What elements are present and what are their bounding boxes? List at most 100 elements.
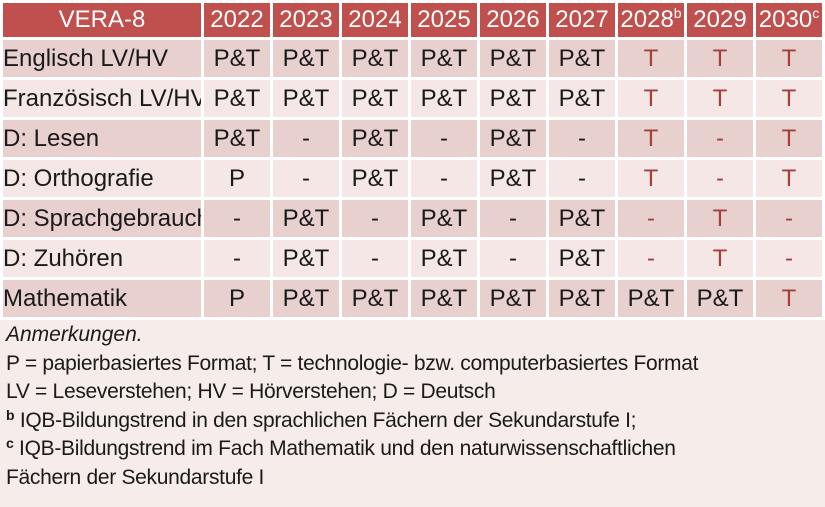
table-row: Englisch LV/HV P&T P&T P&T P&T P&T P&T T T T — [3, 40, 822, 77]
year-header-2027: 2027 — [549, 3, 615, 37]
table-row: D: Orthografie P - P&T - P&T - T - T — [3, 160, 822, 197]
year-header-2023: 2023 — [273, 3, 339, 37]
value-cell: - — [687, 120, 753, 157]
year-footnote-marker: b — [673, 5, 682, 21]
footnote-b-marker: b — [6, 406, 15, 423]
footnote-c: c IQB-Bildungstrend im Fach Mathematik u… — [6, 435, 817, 492]
value-cell: P&T — [273, 280, 339, 317]
value-cell: P&T — [480, 40, 546, 77]
value-cell: T — [687, 80, 753, 117]
row-label: D: Zuhören — [3, 240, 201, 277]
value-cell: - — [273, 160, 339, 197]
value-cell: P&T — [480, 160, 546, 197]
value-cell: T — [618, 80, 684, 117]
value-cell: T — [618, 160, 684, 197]
value-cell: P&T — [549, 280, 615, 317]
value-cell: P&T — [411, 40, 477, 77]
value-cell: P&T — [273, 80, 339, 117]
year-label: 2027 — [555, 6, 609, 33]
value-cell: - — [204, 200, 270, 237]
value-cell: P&T — [549, 40, 615, 77]
value-cell: - — [549, 120, 615, 157]
year-label: 2030 — [758, 6, 813, 33]
value-cell: T — [687, 40, 753, 77]
value-cell: - — [756, 240, 822, 277]
value-cell: - — [411, 120, 477, 157]
notes-heading: Anmerkungen. — [6, 323, 143, 346]
value-cell: P&T — [411, 240, 477, 277]
value-cell: P&T — [411, 200, 477, 237]
table-row: D: Zuhören - P&T - P&T - P&T - T - — [3, 240, 822, 277]
value-cell: - — [756, 200, 822, 237]
value-cell: T — [756, 160, 822, 197]
value-cell: P&T — [411, 280, 477, 317]
row-label: D: Orthografie — [3, 160, 201, 197]
table-row: Mathematik P P&T P&T P&T P&T P&T P&T P&T T — [3, 280, 822, 317]
value-cell: P&T — [480, 120, 546, 157]
table-header-row: VERA-8 2022 2023 2024 2025 2026 2027 2028b 2029… — [3, 3, 822, 37]
row-label: Mathematik — [3, 280, 201, 317]
value-cell: T — [618, 40, 684, 77]
value-cell: P&T — [618, 280, 684, 317]
year-label: 2024 — [348, 6, 402, 33]
value-cell: T — [756, 40, 822, 77]
year-header-2025: 2025 — [411, 3, 477, 37]
value-cell: P&T — [342, 40, 408, 77]
value-cell: T — [618, 120, 684, 157]
table-row: D: Lesen P&T - P&T - P&T - T - T — [3, 120, 822, 157]
year-label: 2025 — [417, 6, 471, 33]
year-header-2022: 2022 — [204, 3, 270, 37]
value-cell: - — [204, 240, 270, 277]
footnote-c-marker: c — [6, 435, 14, 451]
value-cell: P&T — [480, 80, 546, 117]
row-label: D: Sprachgebrauch — [3, 200, 201, 237]
value-cell: P&T — [273, 200, 339, 237]
year-header-2029: 2029 — [687, 3, 753, 37]
table-title: VERA-8 — [3, 3, 201, 37]
value-cell: P — [204, 160, 270, 197]
year-header-2028: 2028b — [618, 3, 684, 37]
footnote-c-text-line1: IQB-Bildungstrend im Fach Mathematik und… — [19, 437, 676, 460]
value-cell: P&T — [204, 120, 270, 157]
value-cell: P&T — [549, 240, 615, 277]
value-cell: P&T — [204, 40, 270, 77]
value-cell: P&T — [549, 80, 615, 117]
value-cell: T — [687, 240, 753, 277]
value-cell: P&T — [342, 160, 408, 197]
row-label: Französisch LV/HV — [3, 80, 201, 117]
value-cell: P&T — [687, 280, 753, 317]
row-label: Englisch LV/HV — [3, 40, 201, 77]
value-cell: P&T — [342, 80, 408, 117]
value-cell: - — [618, 200, 684, 237]
value-cell: P&T — [342, 280, 408, 317]
value-cell: P&T — [204, 80, 270, 117]
value-cell: P&T — [480, 280, 546, 317]
value-cell: T — [756, 80, 822, 117]
row-label: D: Lesen — [3, 120, 201, 157]
value-cell: P&T — [273, 40, 339, 77]
year-header-2024: 2024 — [342, 3, 408, 37]
year-label: 2026 — [486, 6, 540, 33]
value-cell: P — [204, 280, 270, 317]
note-abbreviation-legend: LV = Leseverstehen; HV = Hörverstehen; D… — [6, 380, 496, 403]
value-cell: - — [549, 160, 615, 197]
value-cell: P&T — [273, 240, 339, 277]
table-row: Französisch LV/HV P&T P&T P&T P&T P&T P&T T T T — [3, 80, 822, 117]
table-row: D: Sprachgebrauch - P&T - P&T - P&T - T - — [3, 200, 822, 237]
note-format-legend: P = papierbasiertes Format; T = technolo… — [6, 351, 699, 375]
value-cell: T — [756, 120, 822, 157]
year-label: 2022 — [210, 6, 264, 33]
value-cell: - — [618, 240, 684, 277]
year-footnote-marker: c — [812, 5, 820, 21]
value-cell: T — [756, 280, 822, 317]
value-cell: T — [687, 200, 753, 237]
value-cell: - — [273, 120, 339, 157]
value-cell: P&T — [549, 200, 615, 237]
footnote-b-text: IQB-Bildungstrend in den sprachlichen Fä… — [19, 408, 637, 432]
value-cell: - — [342, 240, 408, 277]
year-label: 2023 — [279, 6, 333, 33]
year-header-2026: 2026 — [480, 3, 546, 37]
value-cell: P&T — [342, 120, 408, 157]
notes-section: Anmerkungen. P = papierbasiertes Format;… — [0, 320, 825, 507]
